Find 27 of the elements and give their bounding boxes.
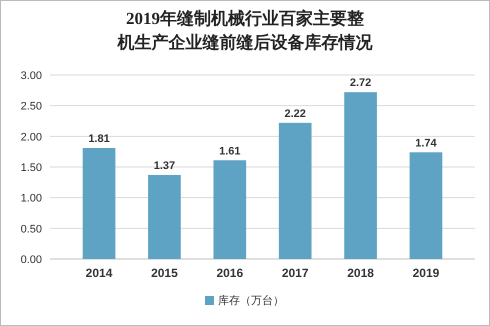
bar (82, 148, 116, 259)
x-tick-label: 2014 (86, 266, 113, 280)
chart-title: 2019年缝制机械行业百家主要整机生产企业缝前缝后设备库存情况 (116, 9, 374, 52)
y-tick-label: 2.00 (20, 131, 42, 144)
x-tick-label: 2016 (216, 266, 244, 280)
y-tick-label: 1.50 (20, 162, 42, 174)
x-tick-label: 2015 (151, 266, 178, 280)
y-tick-label: 3.00 (20, 70, 42, 82)
x-tick-label: 2018 (347, 266, 374, 280)
x-tick-label: 2017 (282, 266, 309, 280)
data-label: 2.22 (284, 108, 306, 120)
data-label: 1.37 (154, 160, 176, 172)
y-tick-label: 0.00 (20, 254, 42, 266)
data-label: 1.81 (88, 132, 110, 145)
bar (410, 152, 442, 259)
bar (148, 174, 181, 259)
y-tick-label: 0.50 (20, 223, 42, 236)
bar (344, 92, 377, 259)
y-tick-label: 2.50 (20, 100, 42, 113)
x-tick-label: 2019 (412, 266, 440, 280)
data-label: 2.72 (350, 77, 372, 90)
bar (278, 122, 312, 259)
y-tick-label: 1.00 (20, 192, 42, 205)
data-label: 1.61 (219, 145, 241, 158)
data-label: 1.74 (415, 137, 438, 150)
legend-label: 库存（万台） (218, 294, 284, 307)
bar (213, 160, 246, 259)
